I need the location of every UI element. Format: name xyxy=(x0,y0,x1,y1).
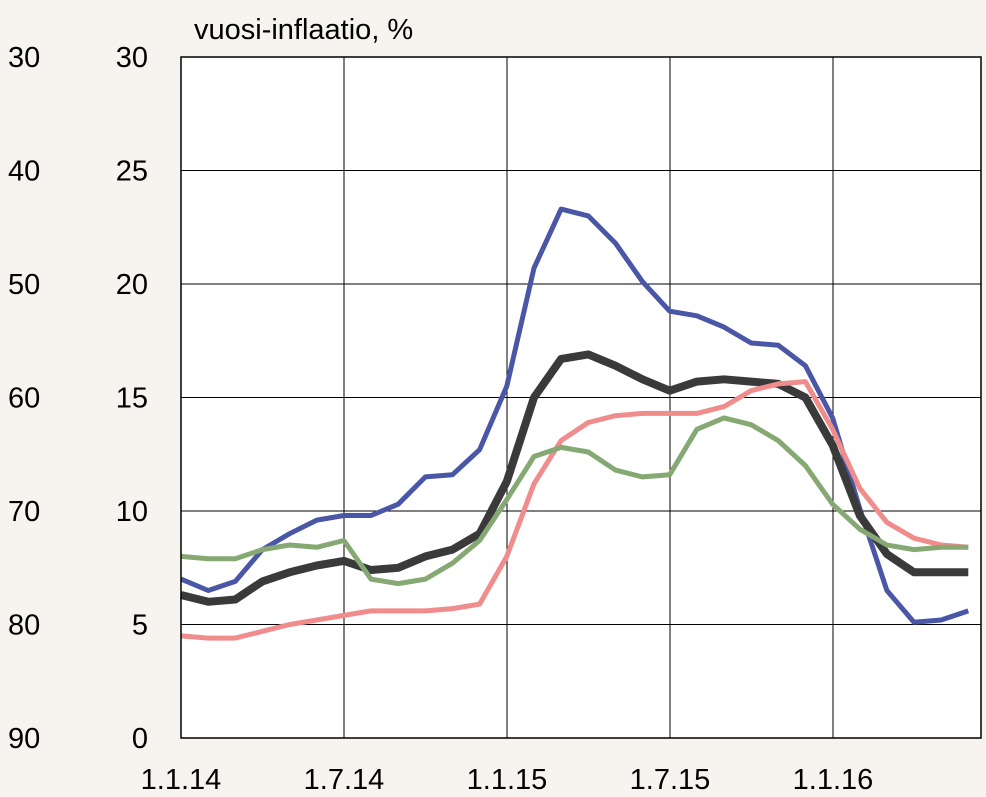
y-right-tick-label: 10 xyxy=(116,496,148,528)
y-right-tick-label: 0 xyxy=(132,723,148,755)
x-tick-label: 1.1.15 xyxy=(467,764,548,796)
y-axis-right: 30 25 20 15 10 5 0 xyxy=(116,42,148,755)
y-right-tick-label: 20 xyxy=(116,269,148,301)
y-left-tick-label: 90 xyxy=(8,723,40,755)
x-tick-label: 1.1.14 xyxy=(141,764,222,796)
y-left-tick-label: 60 xyxy=(8,383,40,415)
series-line-3 xyxy=(180,379,969,641)
y-left-tick-label: 70 xyxy=(8,496,40,528)
y-left-tick-label: 30 xyxy=(8,42,40,74)
y-right-tick-label: 25 xyxy=(116,156,148,188)
grid xyxy=(181,57,981,738)
y-left-tick-label: 40 xyxy=(8,156,40,188)
chart-title: vuosi-inflaatio, % xyxy=(194,14,413,46)
y-right-tick-label: 15 xyxy=(116,383,148,415)
x-tick-label: 1.1.16 xyxy=(793,764,874,796)
series-group xyxy=(180,206,970,641)
series-line-4 xyxy=(180,415,969,587)
series-line-2 xyxy=(180,350,969,606)
series-line-1 xyxy=(180,206,970,625)
y-left-tick-label: 50 xyxy=(8,269,40,301)
x-tick-label: 1.7.15 xyxy=(630,764,711,796)
y-right-tick-label: 5 xyxy=(132,610,148,642)
y-right-tick-label: 30 xyxy=(116,42,148,74)
plot-frame xyxy=(180,56,982,739)
x-axis: 1.1.14 1.7.14 1.1.15 1.7.15 1.1.16 xyxy=(141,764,874,796)
x-tick-label: 1.7.14 xyxy=(304,764,385,796)
y-axis-left: 30 40 50 60 70 80 90 xyxy=(8,42,40,755)
y-left-tick-label: 80 xyxy=(8,610,40,642)
